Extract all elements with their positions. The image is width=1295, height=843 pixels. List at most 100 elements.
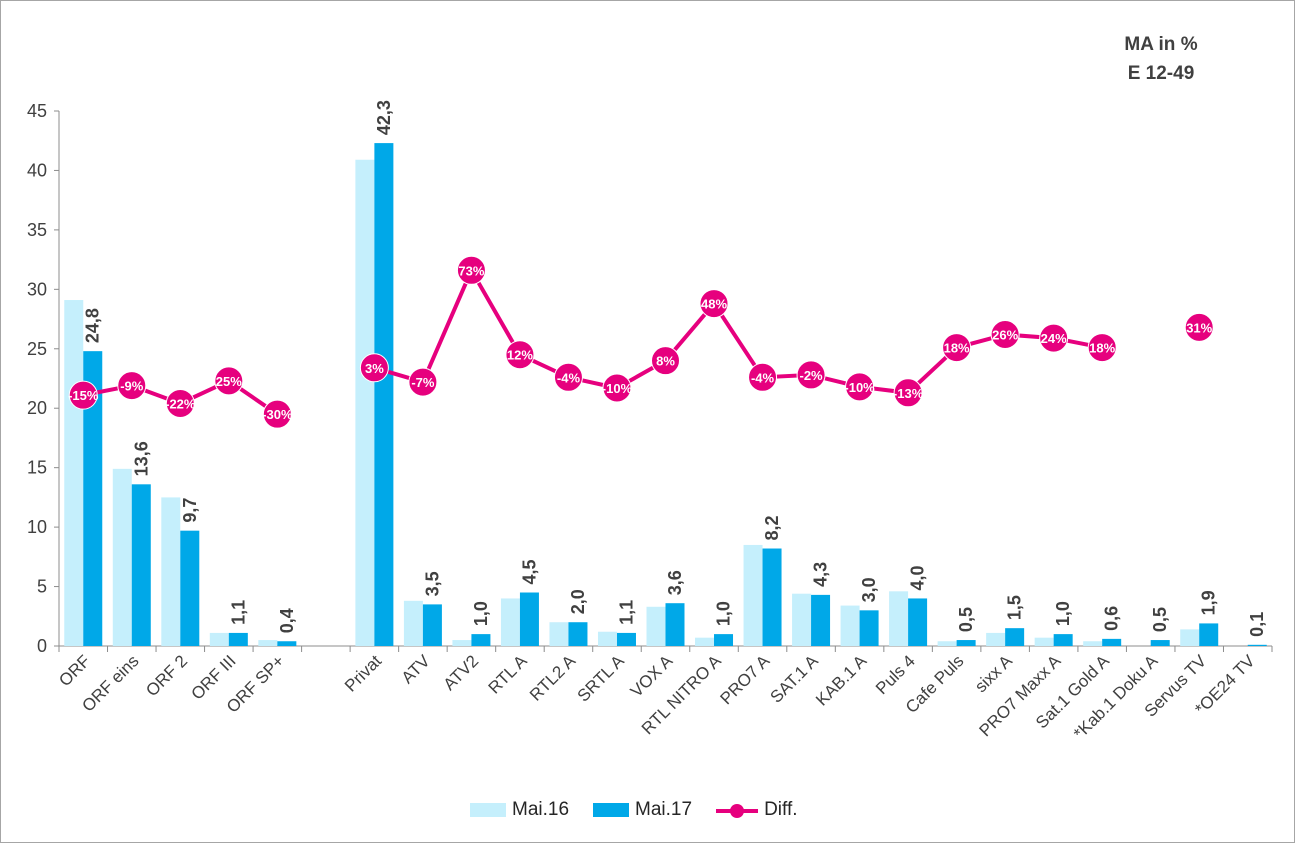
y-tick-label: 30 xyxy=(27,279,47,299)
diff-point xyxy=(262,399,292,429)
diff-point xyxy=(845,372,875,402)
legend-swatch-diff xyxy=(716,800,759,820)
bar-mai17 xyxy=(131,484,151,646)
data-label: 1,1 xyxy=(616,600,636,625)
bar-mai17 xyxy=(665,603,685,646)
bar-mai17 xyxy=(180,530,200,646)
data-label: 9,7 xyxy=(180,498,200,523)
legend-label-mai17: Mai.17 xyxy=(635,799,693,820)
data-label: 1,5 xyxy=(1005,595,1025,620)
diff-point xyxy=(796,360,826,390)
diff-point xyxy=(699,289,729,319)
diff-point xyxy=(893,378,923,408)
diff-point xyxy=(1039,323,1069,353)
y-tick-label: 45 xyxy=(27,101,47,121)
bar-mai16 xyxy=(646,606,666,646)
bar-mai17 xyxy=(228,632,248,646)
bar-mai17 xyxy=(811,594,831,646)
bar-mai16 xyxy=(452,640,472,646)
data-label: 1,9 xyxy=(1199,590,1219,615)
bar-mai17 xyxy=(1005,628,1025,646)
legend-label-diff: Diff. xyxy=(764,799,798,820)
y-tick-label: 20 xyxy=(27,398,47,418)
legend: Mai.16 Mai.17 Diff. xyxy=(470,796,798,824)
bar-mai17 xyxy=(859,610,879,646)
diff-point xyxy=(942,333,972,363)
x-tick-label: Privat xyxy=(341,651,385,695)
bar-mai16 xyxy=(355,159,375,646)
diff-label: 3% xyxy=(365,361,384,376)
chart-title-block: MA in % E 12-49 xyxy=(1086,30,1236,88)
diff-label: -22% xyxy=(165,396,196,411)
diff-point xyxy=(408,367,438,397)
data-label: 0,5 xyxy=(956,607,976,632)
legend-item-diff: Diff. xyxy=(716,799,798,821)
x-tick-label: ATV2 xyxy=(440,651,483,694)
data-label: 42,3 xyxy=(374,100,394,135)
diff-point xyxy=(990,320,1020,350)
diff-label: -10% xyxy=(844,380,875,395)
bar-mai16 xyxy=(840,605,860,646)
data-label: 1,0 xyxy=(714,601,734,626)
legend-item-mai17: Mai.17 xyxy=(593,799,692,821)
bar-mai16 xyxy=(937,641,957,646)
x-tick-label: RTL A xyxy=(485,651,532,698)
bar-mai17 xyxy=(908,598,928,646)
diff-label: 73% xyxy=(458,263,484,278)
diff-label: -15% xyxy=(68,388,99,403)
chart-title: MA in % xyxy=(1124,34,1198,55)
diff-point xyxy=(359,353,389,383)
y-tick-label: 40 xyxy=(27,160,47,180)
diff-label: 8% xyxy=(656,354,675,369)
bar-mai16 xyxy=(1083,641,1103,646)
y-tick-label: 5 xyxy=(37,577,47,597)
diff-point xyxy=(456,255,486,285)
diff-line xyxy=(373,268,1103,395)
bar-mai17 xyxy=(1150,640,1170,646)
diff-point xyxy=(1087,333,1117,363)
bar-mai16 xyxy=(209,632,229,646)
bar-mai16 xyxy=(161,497,181,646)
y-tick-label: 25 xyxy=(27,339,47,359)
bar-mai17 xyxy=(422,604,442,646)
diff-label: -4% xyxy=(557,370,581,385)
data-label: 0,1 xyxy=(1247,612,1267,637)
diff-label: -9% xyxy=(120,379,144,394)
bar-mai16 xyxy=(258,640,278,646)
bar-mai17 xyxy=(1199,623,1219,646)
data-label: 8,2 xyxy=(762,515,782,540)
bar-mai17 xyxy=(616,632,636,646)
x-tick-label: SRTL A xyxy=(574,651,629,706)
bar-mai16 xyxy=(1180,629,1200,646)
data-label: 24,8 xyxy=(83,308,103,343)
chart-subtitle: E 12-49 xyxy=(1127,63,1195,84)
diff-label: 18% xyxy=(1089,341,1115,356)
bar-mai17 xyxy=(374,143,394,646)
bar-mai16 xyxy=(597,631,617,646)
bar-mai17 xyxy=(83,351,103,646)
diff-point xyxy=(117,371,147,401)
bar-mai17 xyxy=(1102,638,1122,646)
bar-mai17 xyxy=(519,592,539,646)
x-tick-label: ATV xyxy=(398,651,434,687)
bar-mai17 xyxy=(471,634,491,646)
data-label: 4,0 xyxy=(908,565,928,590)
x-tick-label: Puls 4 xyxy=(872,651,919,698)
diff-label: -13% xyxy=(893,386,924,401)
diff-label: -10% xyxy=(602,381,633,396)
diff-label: -30% xyxy=(262,407,293,422)
legend-swatch-mai16 xyxy=(470,803,506,817)
diff-point xyxy=(505,340,535,370)
diff-label: -2% xyxy=(799,368,823,383)
bar-mai16 xyxy=(500,598,520,646)
bar-mai17 xyxy=(277,641,297,646)
data-label: 1,0 xyxy=(471,601,491,626)
diff-point xyxy=(1184,312,1214,342)
legend-swatch-mai17 xyxy=(593,803,630,817)
legend-item-mai16: Mai.16 xyxy=(470,799,569,821)
y-tick-label: 35 xyxy=(27,220,47,240)
diff-label: 12% xyxy=(507,348,533,363)
x-tick-label: ORF 2 xyxy=(142,651,191,700)
data-label: 1,1 xyxy=(228,600,248,625)
